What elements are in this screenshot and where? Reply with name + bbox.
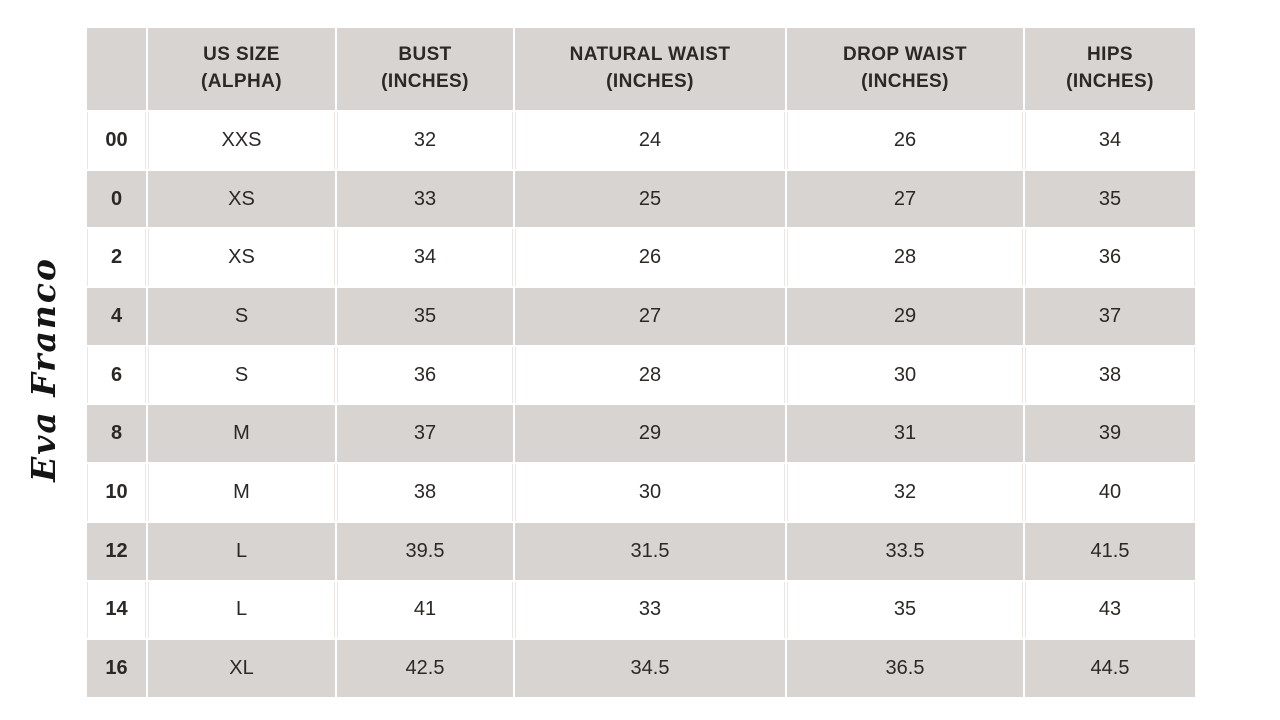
- us-size-cell: 00: [85, 110, 148, 171]
- measurement-cell: 44.5: [1023, 638, 1197, 699]
- column-header: US SIZE (ALPHA): [146, 26, 337, 112]
- table-row: 00 XXS 32 24 26 34: [85, 110, 1197, 171]
- column-header-line2: (INCHES): [606, 71, 694, 92]
- measurement-cell: XS: [146, 168, 337, 230]
- measurement-cell: 37: [1023, 286, 1197, 347]
- measurement-cell: 33: [513, 579, 787, 641]
- table-row: 14 L 41 33 35 43: [85, 579, 1197, 641]
- measurement-cell: 26: [785, 110, 1025, 171]
- column-header-line2: (INCHES): [1066, 71, 1154, 92]
- column-header-line1: DROP WAIST: [843, 44, 967, 66]
- measurement-cell: M: [146, 462, 337, 523]
- measurement-cell: 31: [785, 403, 1025, 465]
- measurement-cell: 34: [335, 227, 515, 289]
- table-row: 10 M 38 30 32 40: [85, 462, 1197, 523]
- brand-signature-text: Eva Franco: [23, 256, 63, 482]
- table-row: 8 M 37 29 31 39: [85, 403, 1197, 465]
- measurement-cell: XXS: [146, 110, 337, 171]
- table-row: 2 XS 34 26 28 36: [85, 227, 1197, 289]
- measurement-cell: 35: [785, 579, 1025, 641]
- us-size-cell: 8: [85, 403, 148, 465]
- table-header: US SIZE (ALPHA) BUST (INCHES) NATURAL WAIST (…: [85, 26, 1197, 112]
- measurement-cell: 30: [513, 462, 787, 523]
- table-row: 16 XL 42.5 34.5 36.5 44.5: [85, 638, 1197, 699]
- measurement-cell: 39.5: [335, 520, 515, 582]
- measurement-cell: 33.5: [785, 520, 1025, 582]
- measurement-cell: L: [146, 520, 337, 582]
- measurement-cell: 30: [785, 344, 1025, 406]
- table-row: 4 S 35 27 29 37: [85, 286, 1197, 347]
- measurement-cell: 38: [1023, 344, 1197, 406]
- measurement-cell: 35: [1023, 168, 1197, 230]
- column-header-line2: (INCHES): [861, 71, 949, 92]
- size-chart: US SIZE (ALPHA) BUST (INCHES) NATURAL WAIST (…: [85, 26, 1197, 699]
- measurement-cell: M: [146, 403, 337, 465]
- brand-logo: Eva Franco: [2, 257, 84, 482]
- table-row: 0 XS 33 25 27 35: [85, 168, 1197, 230]
- measurement-cell: 29: [785, 286, 1025, 347]
- measurement-cell: 34.5: [513, 638, 787, 699]
- measurement-cell: XS: [146, 227, 337, 289]
- table-row: 12 L 39.5 31.5 33.5 41.5: [85, 520, 1197, 582]
- us-size-cell: 4: [85, 286, 148, 347]
- measurement-cell: S: [146, 286, 337, 347]
- us-size-cell: 14: [85, 579, 148, 641]
- measurement-cell: 26: [513, 227, 787, 289]
- column-header: HIPS (INCHES): [1023, 26, 1197, 112]
- us-size-cell: 16: [85, 638, 148, 699]
- column-header-line1: BUST: [398, 44, 452, 66]
- column-header: DROP WAIST (INCHES): [785, 26, 1025, 112]
- measurement-cell: 39: [1023, 403, 1197, 465]
- measurement-cell: 25: [513, 168, 787, 230]
- table-body: 00 XXS 32 24 26 34 0 XS 33 25 27 35 2 XS 34 26 28 36 4 S 35 2…: [85, 110, 1197, 699]
- us-size-cell: 12: [85, 520, 148, 582]
- column-header-line1: NATURAL WAIST: [569, 44, 731, 66]
- measurement-cell: 27: [785, 168, 1025, 230]
- measurement-cell: 38: [335, 462, 515, 523]
- measurement-cell: 31.5: [513, 520, 787, 582]
- measurement-cell: 28: [513, 344, 787, 406]
- column-header-line2: (INCHES): [381, 71, 469, 92]
- measurement-cell: 41: [335, 579, 515, 641]
- column-header-line1: US SIZE: [203, 44, 280, 66]
- column-header: BUST (INCHES): [335, 26, 515, 112]
- measurement-cell: 28: [785, 227, 1025, 289]
- measurement-cell: S: [146, 344, 337, 406]
- us-size-cell: 0: [85, 168, 148, 230]
- table-row: 6 S 36 28 30 38: [85, 344, 1197, 406]
- column-header: NATURAL WAIST (INCHES): [513, 26, 787, 112]
- measurement-cell: 36: [1023, 227, 1197, 289]
- measurement-cell: 36.5: [785, 638, 1025, 699]
- header-row: US SIZE (ALPHA) BUST (INCHES) NATURAL WAIST (…: [85, 26, 1197, 112]
- us-size-cell: 6: [85, 344, 148, 406]
- measurement-cell: 42.5: [335, 638, 515, 699]
- us-size-cell: 10: [85, 462, 148, 523]
- column-header-line2: (ALPHA): [201, 71, 282, 92]
- measurement-cell: 40: [1023, 462, 1197, 523]
- measurement-cell: 37: [335, 403, 515, 465]
- column-header-line1: HIPS: [1087, 44, 1133, 66]
- measurement-cell: 43: [1023, 579, 1197, 641]
- measurement-cell: 27: [513, 286, 787, 347]
- measurement-cell: 34: [1023, 110, 1197, 171]
- measurement-cell: 24: [513, 110, 787, 171]
- measurement-cell: 35: [335, 286, 515, 347]
- measurement-cell: 32: [335, 110, 515, 171]
- measurement-cell: 36: [335, 344, 515, 406]
- measurement-cell: XL: [146, 638, 337, 699]
- us-size-cell: 2: [85, 227, 148, 289]
- measurement-cell: L: [146, 579, 337, 641]
- column-header-empty: [85, 26, 148, 112]
- measurement-cell: 29: [513, 403, 787, 465]
- measurement-cell: 33: [335, 168, 515, 230]
- size-chart-table: US SIZE (ALPHA) BUST (INCHES) NATURAL WAIST (…: [85, 26, 1197, 699]
- measurement-cell: 32: [785, 462, 1025, 523]
- measurement-cell: 41.5: [1023, 520, 1197, 582]
